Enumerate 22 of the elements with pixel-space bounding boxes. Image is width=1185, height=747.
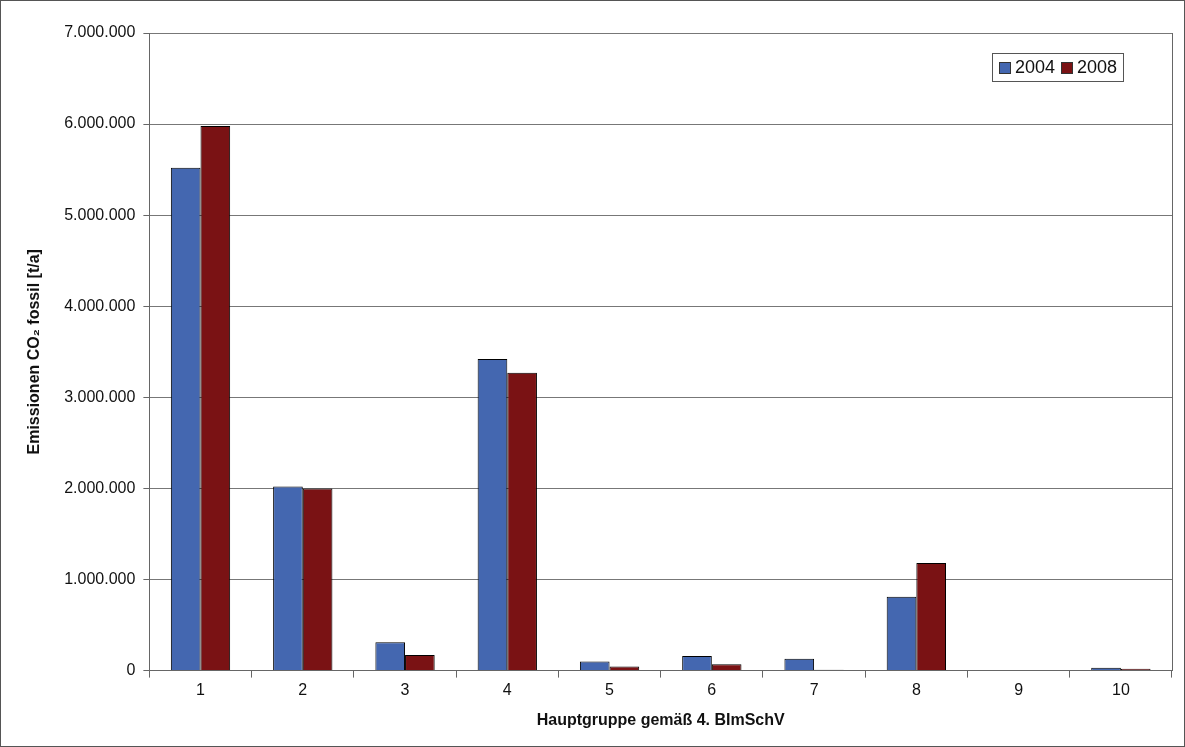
y-tick-label: 4.000.000 (64, 296, 136, 314)
x-tick-label: 9 (1014, 680, 1024, 698)
y-tick-label: 3.000.000 (64, 387, 136, 405)
x-tick-label: 7 (809, 680, 819, 698)
y-tick-label: 5.000.000 (64, 205, 136, 223)
y-tick-label: 2.000.000 (64, 478, 136, 496)
y-tick-label: 7.000.000 (64, 23, 136, 41)
x-tick-label: 10 (1111, 680, 1130, 698)
y-tick-label: 6.000.000 (64, 114, 136, 132)
x-tick-label: 6 (707, 680, 717, 698)
legend-label: 2004 (1014, 57, 1055, 78)
x-tick-label: 3 (400, 680, 410, 698)
x-tick-label: 4 (502, 680, 512, 698)
y-tick-label: 0 (126, 661, 136, 679)
x-tick-label: 2 (298, 680, 308, 698)
x-tick-label: 5 (605, 680, 615, 698)
x-axis-title: Hauptgruppe gemäß 4. BImSchV (536, 710, 786, 728)
y-tick-label: 1.000.000 (64, 569, 136, 587)
legend-label: 2008 (1076, 57, 1117, 78)
x-tick-label: 8 (911, 680, 921, 698)
y-axis-title: Emissionen CO₂ fossil [t/a] (25, 249, 43, 455)
x-tick-label: 1 (196, 680, 206, 698)
